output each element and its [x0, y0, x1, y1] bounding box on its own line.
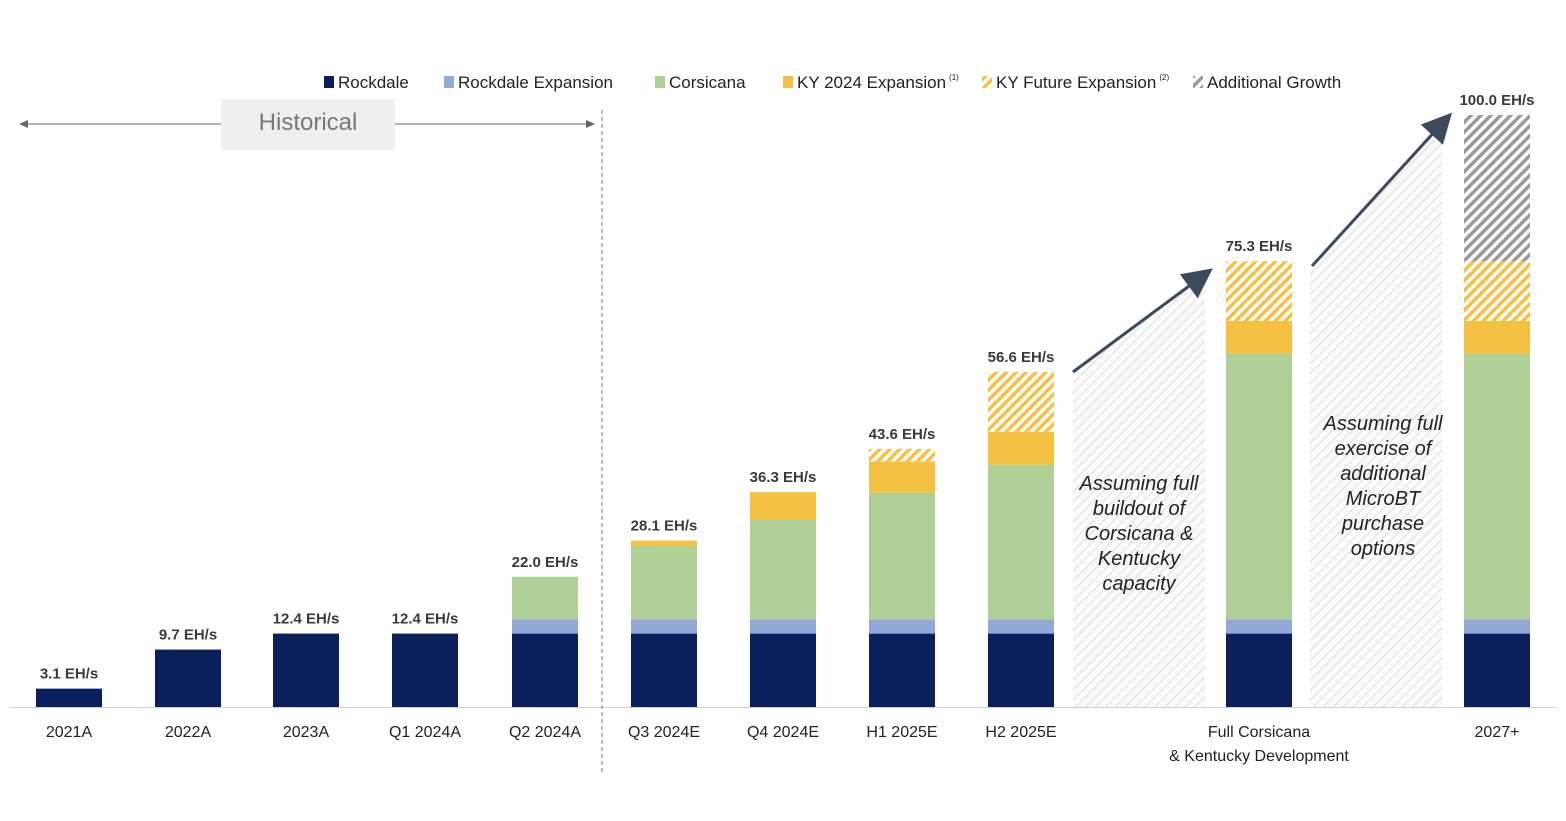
- annotation-text: purchase: [1341, 513, 1424, 535]
- legend-swatch: [783, 76, 793, 88]
- historical-label: Historical: [259, 109, 358, 136]
- annotation-text: capacity: [1102, 573, 1176, 595]
- legend-item: KY Future Expansion (2): [996, 73, 1169, 92]
- x-tick-label: H2 2025E: [985, 724, 1056, 741]
- legend-item: Rockdale Expansion: [458, 73, 613, 92]
- annotation-text: exercise of: [1335, 438, 1434, 460]
- bar-segment-rockdale-expansion: [869, 619, 935, 634]
- x-tick-label: 2022A: [165, 724, 212, 741]
- bar-segment-rockdale-expansion: [988, 619, 1054, 634]
- legend-swatch: [982, 76, 992, 88]
- legend-item: Additional Growth: [1207, 73, 1341, 92]
- bar-segment-rockdale: [631, 633, 697, 707]
- bar-segment-corsicana: [750, 519, 816, 620]
- bar-segment-additional-growth: [1464, 115, 1530, 262]
- bar-segment-ky-2024-expansion: [988, 431, 1054, 465]
- bar-segment-corsicana: [869, 492, 935, 620]
- annotation-text: additional: [1340, 463, 1426, 485]
- legend-swatch: [655, 76, 665, 88]
- x-tick-label: Q4 2024E: [747, 724, 819, 741]
- bar-segment-rockdale: [273, 633, 339, 707]
- total-label: 100.0 EH/s: [1459, 92, 1534, 109]
- bar-segment-ky-future-expansion: [988, 371, 1054, 432]
- annotation-text: MicroBT: [1346, 488, 1422, 510]
- bar-segment-rockdale: [155, 649, 221, 707]
- growth-arrow: [1310, 112, 1453, 268]
- annotation-text: options: [1351, 538, 1416, 560]
- total-label: 56.6 EH/s: [988, 349, 1055, 366]
- annotation-text: Corsicana &: [1085, 523, 1194, 545]
- bar-segment-ky-2024-expansion: [869, 461, 935, 493]
- x-tick-label: & Kentucky Development: [1169, 748, 1349, 765]
- bar-segment-corsicana: [988, 464, 1054, 620]
- legend-swatch: [444, 76, 454, 88]
- bar-segment-ky-future-expansion: [869, 448, 935, 462]
- bar-segment-ky-2024-expansion: [631, 540, 697, 546]
- annotation-panel: [1073, 272, 1205, 707]
- bar-segment-rockdale: [392, 633, 458, 707]
- bar-segment-rockdale-expansion: [1226, 619, 1292, 634]
- total-label: 12.4 EH/s: [392, 611, 459, 628]
- legend-item: KY 2024 Expansion (1): [797, 73, 959, 92]
- bar-segment-ky-2024-expansion: [1464, 321, 1530, 354]
- bar-segment-rockdale: [36, 688, 102, 707]
- bar-segment-rockdale-expansion: [631, 619, 697, 634]
- bar-segment-ky-2024-expansion: [750, 492, 816, 520]
- annotation-text: buildout of: [1093, 498, 1188, 520]
- bar-segment-rockdale: [512, 633, 578, 707]
- bar-segment-corsicana: [631, 545, 697, 620]
- bar-segment-ky-future-expansion: [1464, 261, 1530, 322]
- bar-segment-rockdale-expansion: [1464, 619, 1530, 634]
- bar-segment-rockdale-expansion: [512, 619, 578, 634]
- x-tick-label: Full Corsicana: [1208, 724, 1310, 741]
- total-label: 28.1 EH/s: [631, 518, 698, 535]
- total-label: 9.7 EH/s: [159, 627, 217, 644]
- x-tick-label: 2021A: [46, 724, 93, 741]
- legend-swatch: [324, 76, 334, 88]
- bar-segment-corsicana: [512, 576, 578, 620]
- bar-segment-rockdale-expansion: [750, 619, 816, 634]
- total-label: 75.3 EH/s: [1226, 238, 1293, 255]
- bar-segment-rockdale: [1464, 633, 1530, 707]
- total-label: 36.3 EH/s: [750, 469, 817, 486]
- bar-segment-rockdale: [869, 633, 935, 707]
- x-tick-label: Q1 2024A: [389, 724, 461, 741]
- annotation-text: Assuming full: [1079, 473, 1199, 495]
- bar-segment-rockdale: [1226, 633, 1292, 707]
- total-label: 43.6 EH/s: [869, 426, 936, 443]
- x-tick-label: 2023A: [283, 724, 330, 741]
- legend-item: Rockdale: [338, 73, 409, 92]
- total-label: 22.0 EH/s: [512, 554, 579, 571]
- bar-segment-rockdale: [750, 633, 816, 707]
- x-tick-label: Q2 2024A: [509, 724, 581, 741]
- historical-label-box: [221, 99, 395, 150]
- total-label: 3.1 EH/s: [40, 666, 98, 683]
- bar-segment-corsicana: [1464, 353, 1530, 620]
- x-tick-label: 2027+: [1475, 724, 1520, 741]
- legend-item: Corsicana: [669, 73, 746, 92]
- x-tick-label: Q3 2024E: [628, 724, 700, 741]
- bar-segment-ky-2024-expansion: [1226, 321, 1292, 354]
- legend-swatch: [1193, 76, 1203, 88]
- annotation-panel: [1310, 120, 1442, 707]
- annotation-text: Kentucky: [1098, 548, 1181, 570]
- x-tick-label: H1 2025E: [866, 724, 937, 741]
- bar-segment-rockdale: [988, 633, 1054, 707]
- total-label: 12.4 EH/s: [273, 611, 340, 628]
- annotation-text: Assuming full: [1323, 413, 1443, 435]
- bar-segment-ky-future-expansion: [1226, 261, 1292, 322]
- growth-arrow: [1072, 268, 1213, 374]
- bar-segment-corsicana: [1226, 353, 1292, 620]
